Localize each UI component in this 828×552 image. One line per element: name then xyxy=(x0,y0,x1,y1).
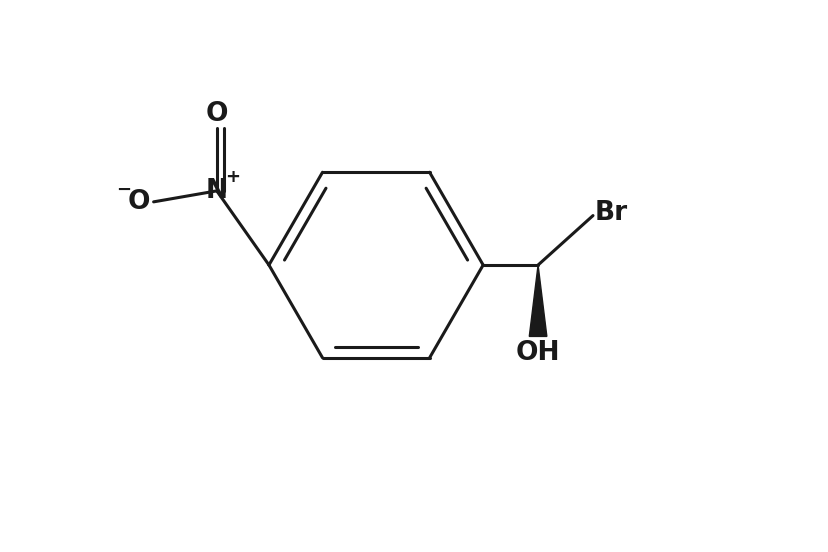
Polygon shape xyxy=(528,265,546,336)
Text: +: + xyxy=(224,168,239,186)
Text: N: N xyxy=(205,178,228,204)
Text: Br: Br xyxy=(594,200,627,226)
Text: O: O xyxy=(128,189,150,215)
Text: OH: OH xyxy=(515,340,560,366)
Text: −: − xyxy=(116,181,132,199)
Text: O: O xyxy=(205,101,228,127)
